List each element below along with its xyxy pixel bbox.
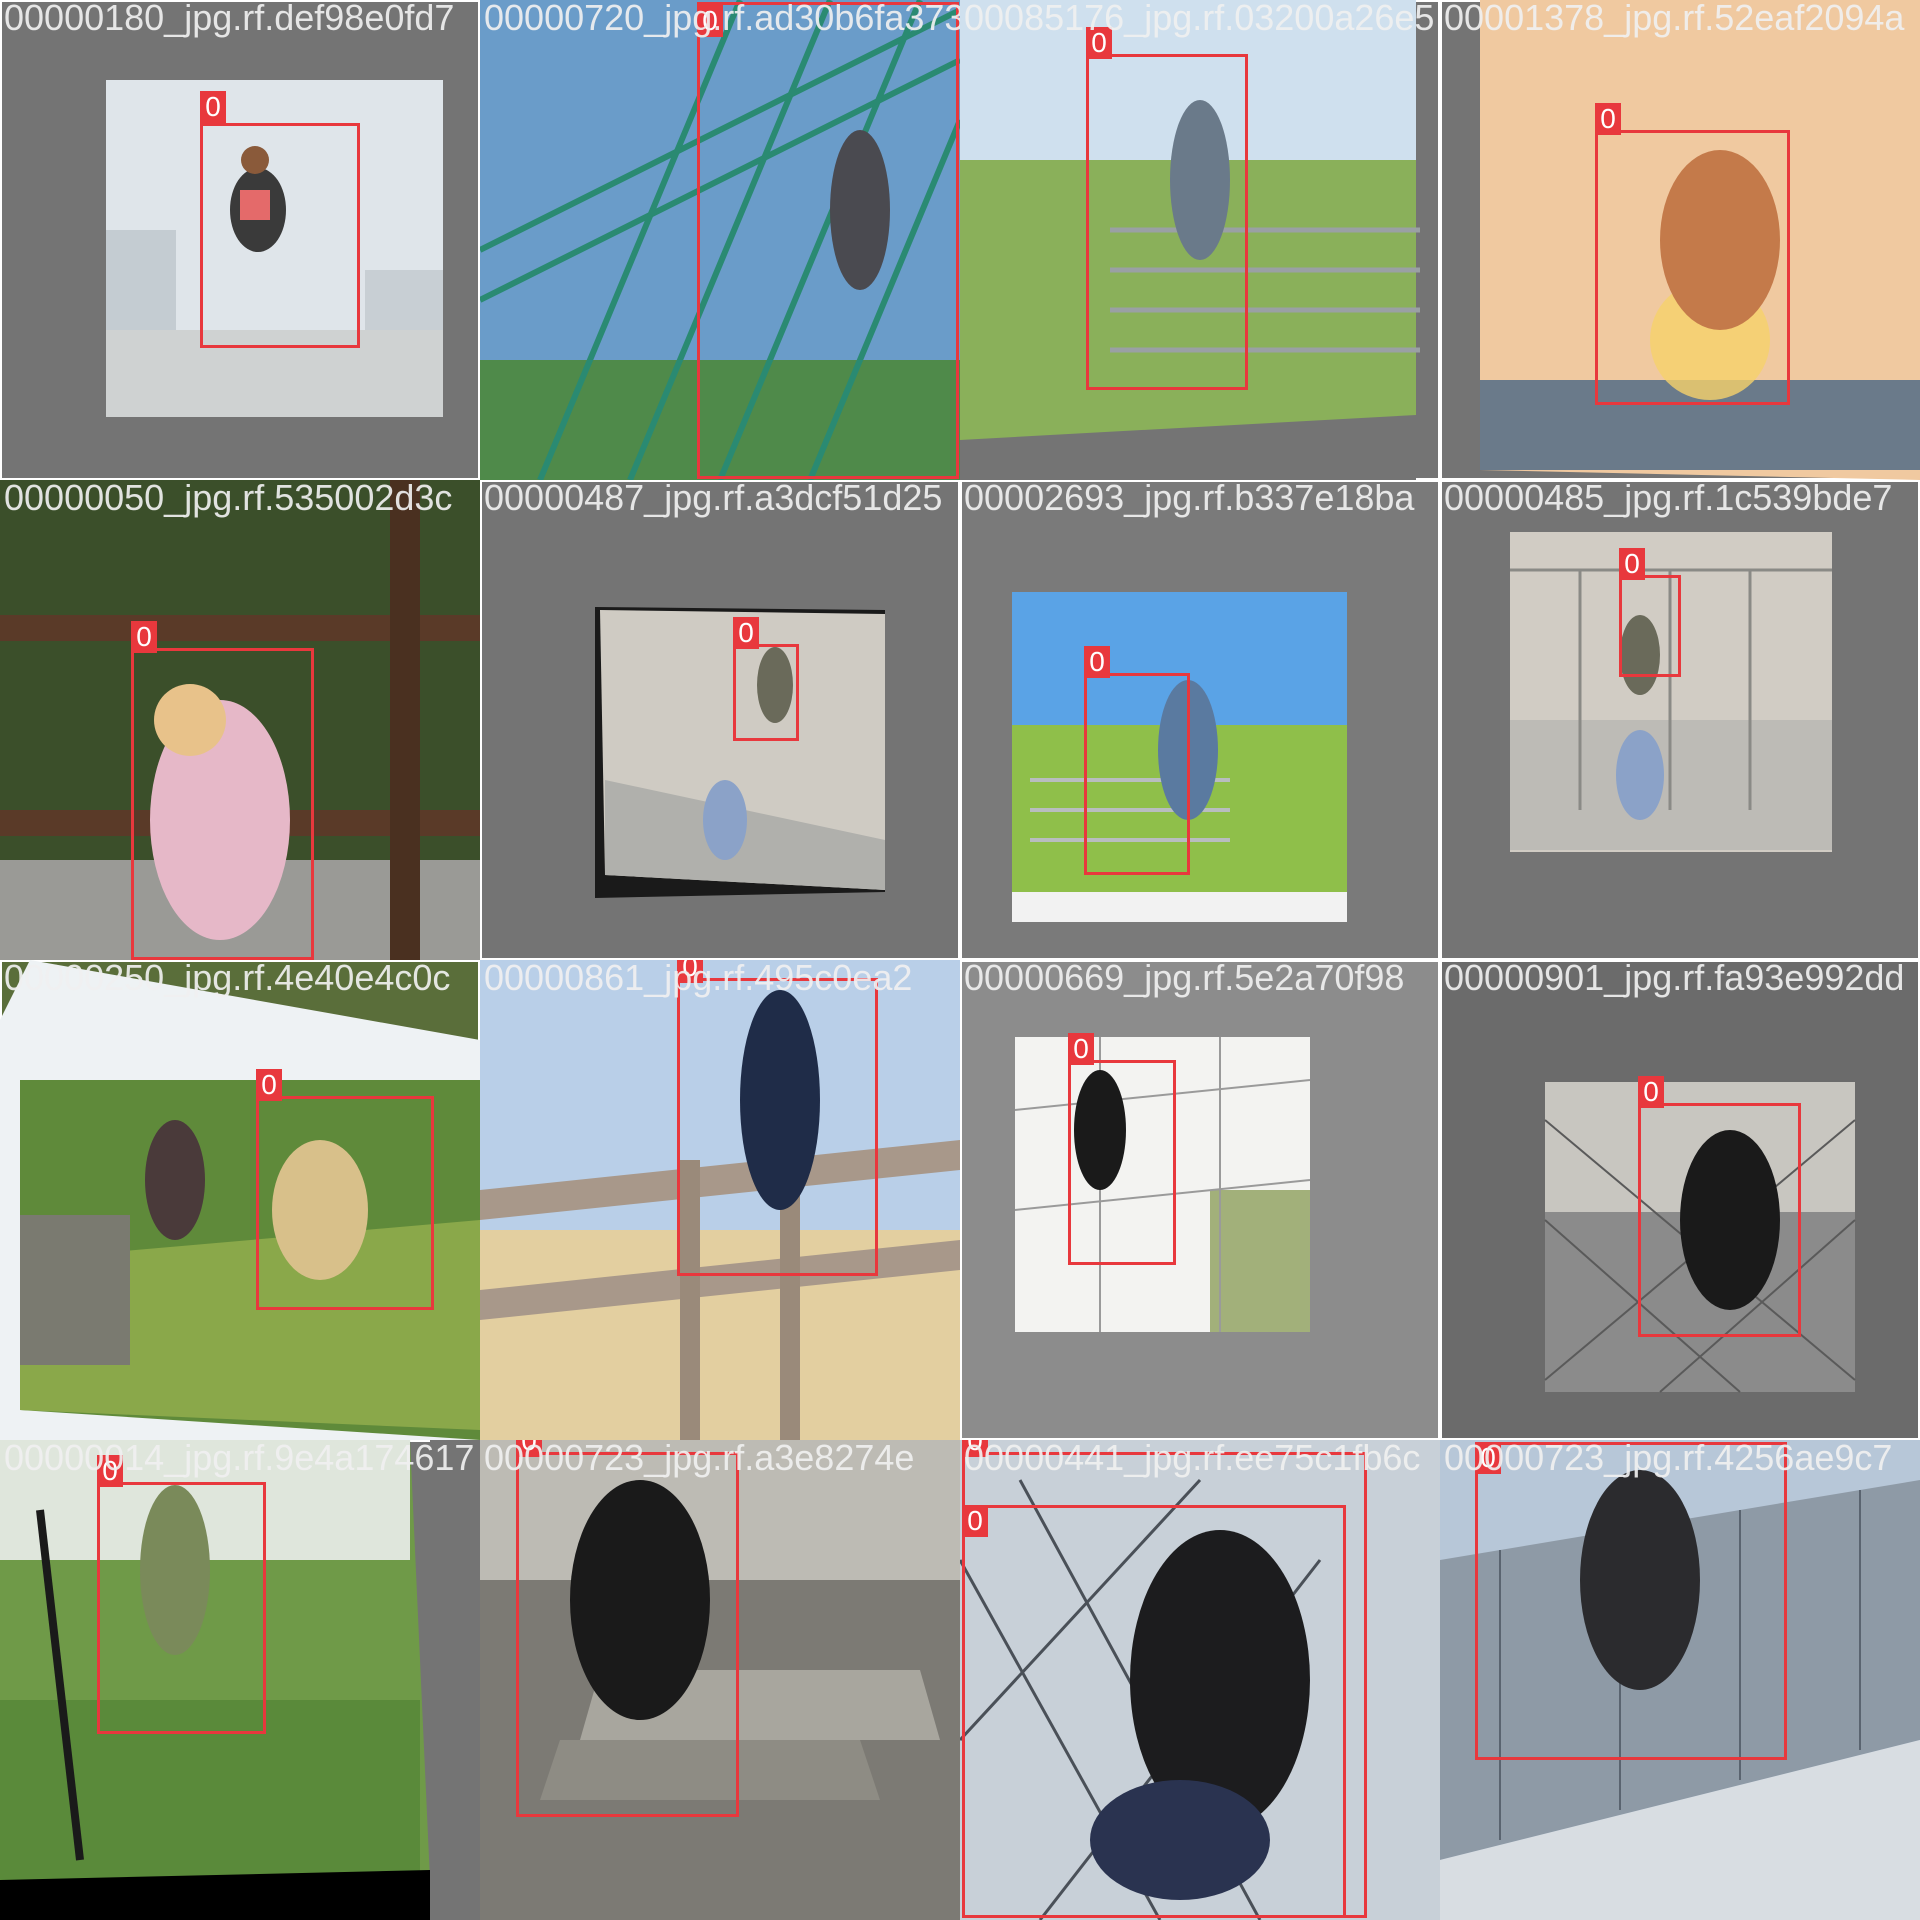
class-label: 0 <box>97 1455 123 1487</box>
mosaic-tile-6[interactable]: 00000487_jpg.rf.a3dcf51d25 0 <box>480 480 960 960</box>
detection-box: 0 <box>1475 1442 1787 1760</box>
class-label: 0 <box>1475 1442 1501 1474</box>
scene-photo <box>1480 0 1920 480</box>
mosaic-tile-15[interactable]: 00000441_jpg.rf.ee75c1fb6c 0 0 <box>960 1440 1440 1920</box>
mosaic-tile-9[interactable]: 00000250_jpg.rf.4e40e4c0c 0 <box>0 960 480 1440</box>
mosaic-tile-14[interactable]: 00000723_jpg.rf.a3e8274e 0 <box>480 1440 960 1920</box>
class-label: 0 <box>131 621 157 653</box>
mosaic-tile-10[interactable]: 00000861_jpg.rf.495c0ea2 0 <box>480 960 960 1440</box>
mosaic-tile-1[interactable]: 00000180_jpg.rf.def98e0fd7 0 <box>0 0 480 480</box>
detection-box: 0 <box>200 91 360 348</box>
detection-box: 0 <box>256 1069 434 1310</box>
class-label: 0 <box>256 1069 282 1101</box>
detection-box: 0 <box>1638 1076 1801 1337</box>
mosaic-tile-4[interactable]: 00001378_jpg.rf.52eaf2094a 0 <box>1440 0 1920 480</box>
class-label: 0 <box>697 5 723 37</box>
scene-photo <box>1544 1082 1856 1393</box>
mosaic-tile-12[interactable]: 00000901_jpg.rf.fa93e992dd 0 <box>1440 960 1920 1440</box>
class-label: 0 <box>1619 548 1645 580</box>
scene-photo <box>480 960 960 1440</box>
scene-photo <box>960 1440 1440 1920</box>
scene-photo <box>480 0 960 480</box>
class-label: 0 <box>1068 1033 1094 1065</box>
class-label: 0 <box>962 1505 988 1537</box>
detection-box: 0 <box>1068 1033 1176 1265</box>
scene-photo <box>960 0 1420 480</box>
detection-box: 0 <box>1595 103 1790 405</box>
mosaic-tile-2[interactable]: 00000720_jpg.rf.ad30b6fa373 0 <box>480 0 960 480</box>
detection-box: 0 <box>962 1505 1346 1918</box>
detection-box: 0 <box>131 621 314 960</box>
detection-box: 0 <box>677 960 878 1276</box>
detection-box: 0 <box>697 2 959 479</box>
scene-photo <box>1510 532 1832 852</box>
class-label: 0 <box>200 91 226 123</box>
mosaic-tile-16[interactable]: 00000723_jpg.rf.4256ae9c7 0 <box>1440 1440 1920 1920</box>
class-label: 0 <box>516 1440 542 1457</box>
class-label: 0 <box>962 1440 988 1457</box>
class-label: 0 <box>1595 103 1621 135</box>
mosaic-tile-8[interactable]: 00000485_jpg.rf.1c539bde7 0 <box>1440 480 1920 960</box>
class-label: 0 <box>677 960 703 983</box>
mosaic-tile-11[interactable]: 00000669_jpg.rf.5e2a70f98 0 <box>960 960 1440 1440</box>
scene-photo <box>1014 1037 1311 1332</box>
scene-photo <box>0 960 480 1440</box>
scene-photo <box>1012 592 1347 922</box>
scene-photo <box>595 607 885 898</box>
scene-photo <box>1440 1440 1920 1920</box>
detection-box: 0 <box>1084 646 1190 875</box>
class-label: 0 <box>1084 646 1110 678</box>
detection-box: 0 <box>1086 27 1248 390</box>
mosaic-tile-7[interactable]: 00002693_jpg.rf.b337e18ba 0 <box>960 480 1440 960</box>
class-label: 0 <box>1638 1076 1664 1108</box>
detection-box: 0 <box>1619 548 1681 677</box>
detection-box: 0 <box>733 617 799 741</box>
mosaic-tile-5[interactable]: 00000050_jpg.rf.535002d3c 0 <box>0 480 480 960</box>
detection-box: 0 <box>97 1455 266 1734</box>
detection-box: 0 <box>516 1440 739 1817</box>
scene-photo <box>106 80 443 417</box>
mosaic-tile-3[interactable]: 00085176_jpg.rf.03200a26e5 0 <box>960 0 1440 480</box>
class-label: 0 <box>1086 27 1112 59</box>
scene-photo <box>0 480 480 960</box>
scene-photo <box>480 1440 960 1920</box>
mosaic-tile-13[interactable]: 00000014_jpg.rf.9e4a174617 0 <box>0 1440 480 1920</box>
class-label: 0 <box>733 617 759 649</box>
